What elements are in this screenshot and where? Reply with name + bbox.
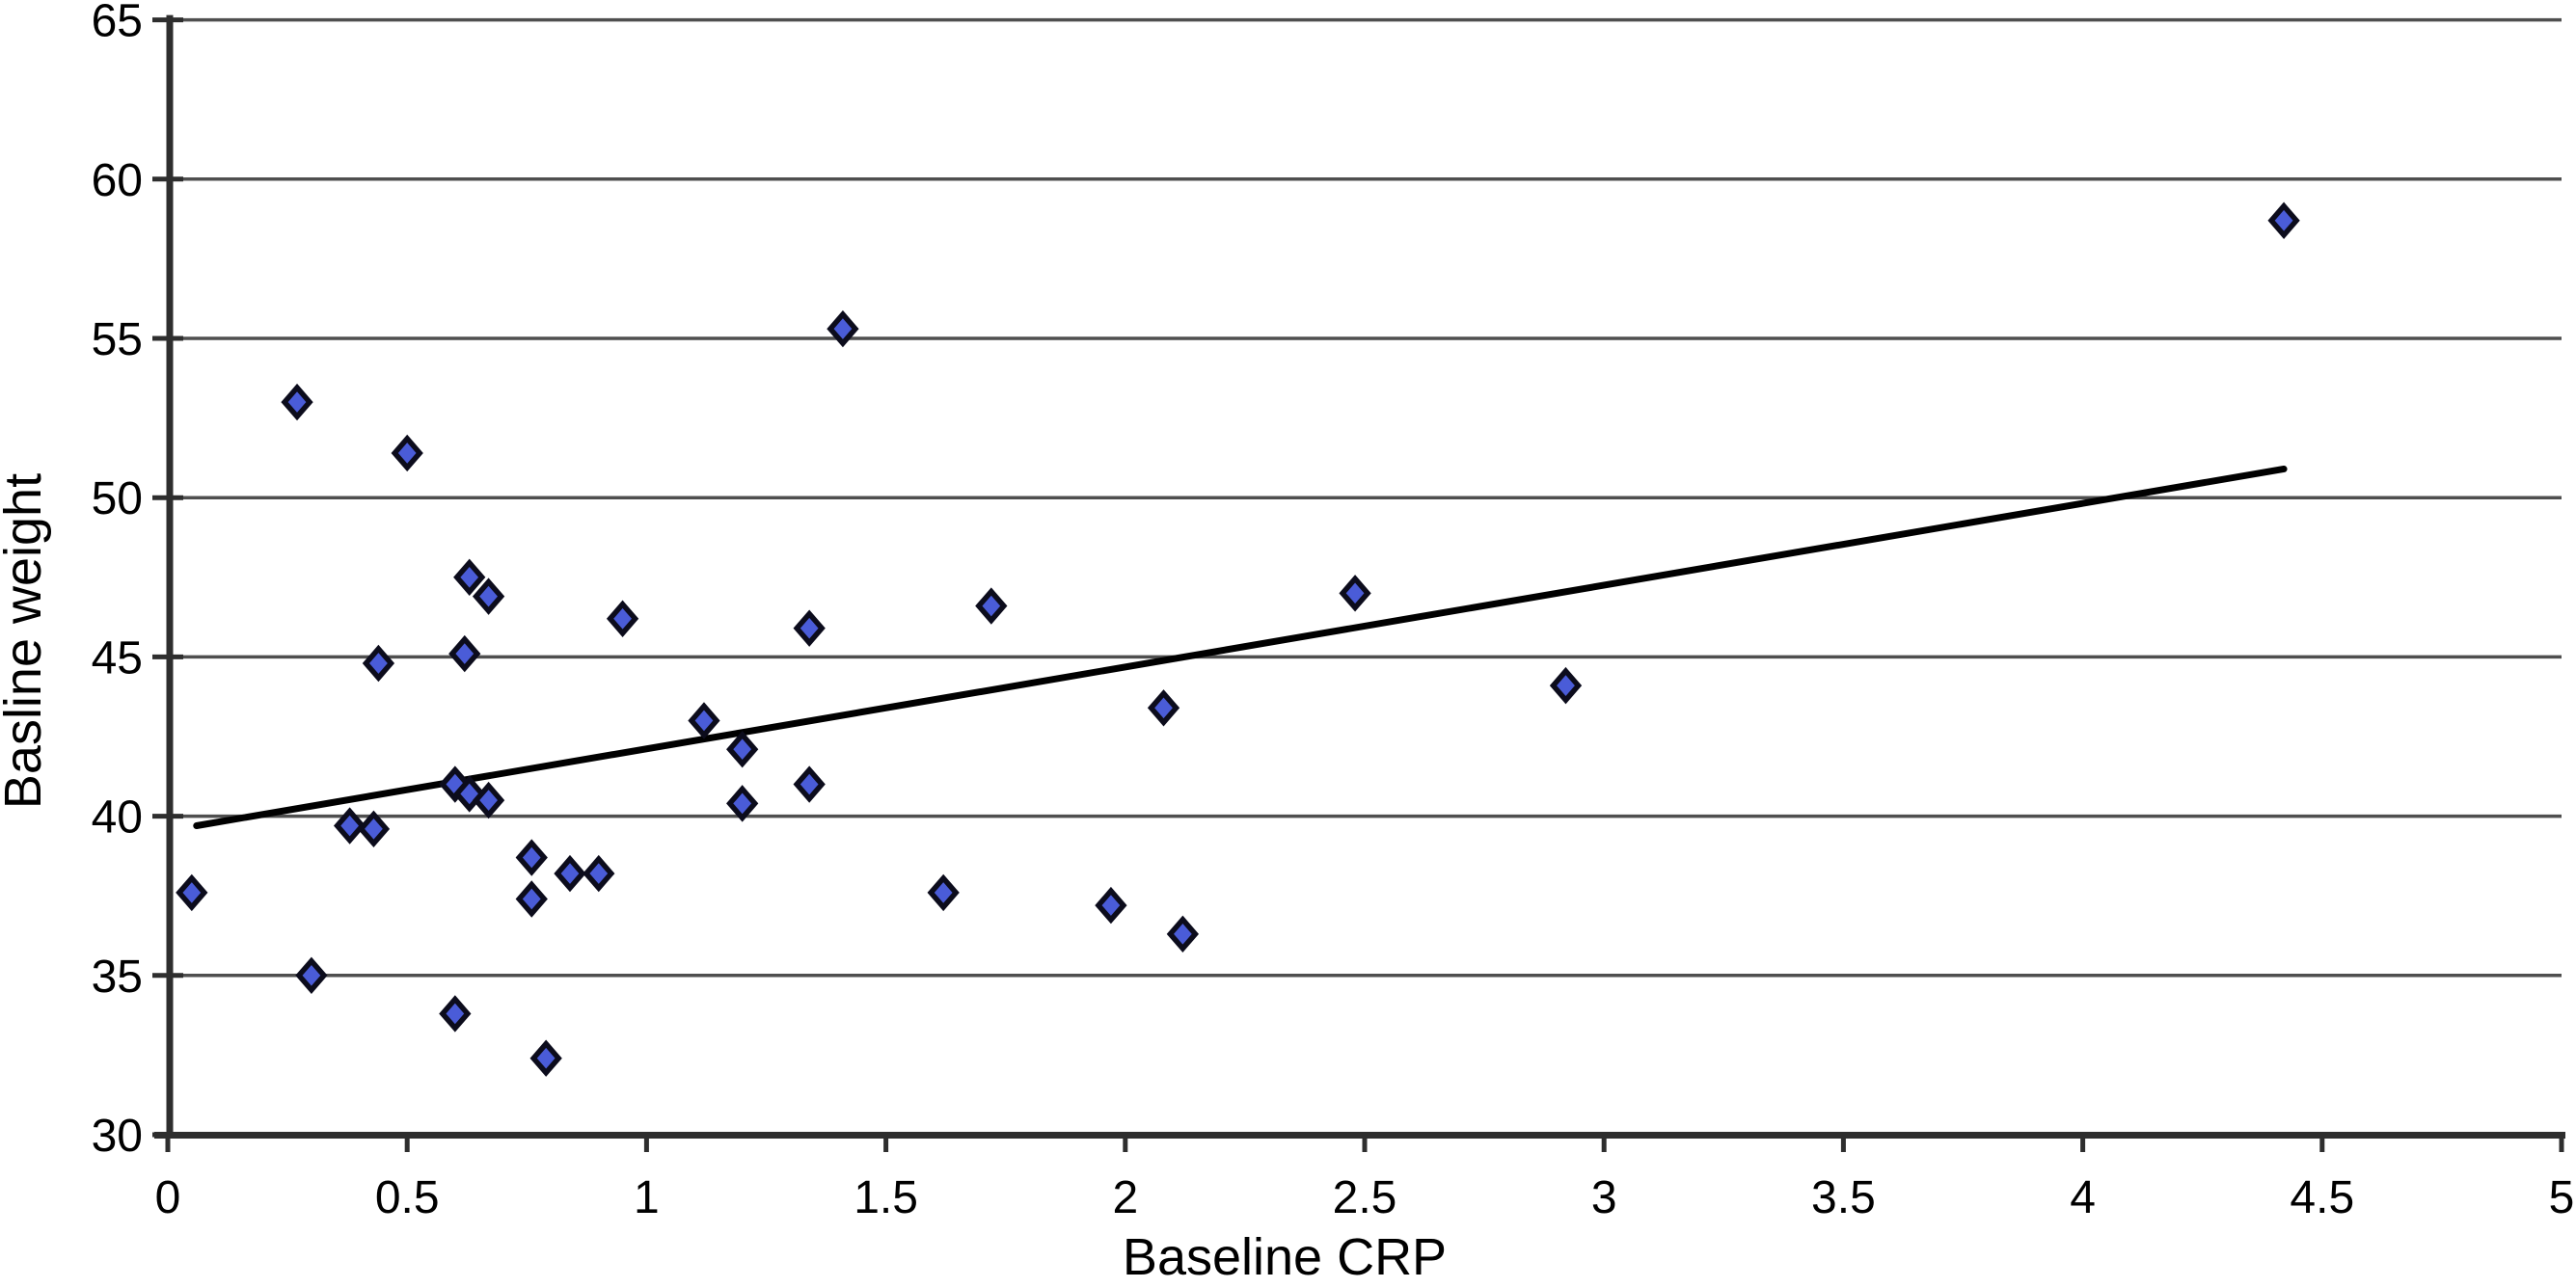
gridlines-group bbox=[168, 17, 2562, 978]
data-point-marker bbox=[554, 854, 586, 893]
data-point-marker bbox=[1166, 915, 1200, 953]
data-point-marker bbox=[975, 587, 1008, 625]
x-tick-label: 0 bbox=[155, 1172, 181, 1223]
x-tick-label: 4 bbox=[2070, 1172, 2096, 1223]
data-point-marker bbox=[362, 644, 395, 683]
data-point-marker bbox=[357, 810, 391, 848]
x-tick-label: 3 bbox=[1591, 1172, 1617, 1223]
x-tick-label: 5 bbox=[2549, 1172, 2575, 1223]
x-tick-label: 1.5 bbox=[854, 1172, 918, 1223]
data-point-marker bbox=[583, 854, 615, 893]
data-point-marker bbox=[529, 1039, 562, 1077]
x-tick-label: 3.5 bbox=[1811, 1172, 1876, 1223]
data-point-marker bbox=[515, 880, 548, 918]
x-tick-label: 2.5 bbox=[1333, 1172, 1397, 1223]
data-point-marker bbox=[176, 873, 208, 912]
data-point-marker bbox=[515, 839, 548, 876]
data-point-marker bbox=[472, 781, 505, 819]
y-tick-label: 35 bbox=[92, 952, 143, 1003]
data-point-marker bbox=[439, 995, 472, 1033]
data-point-marker bbox=[391, 434, 423, 472]
data-point-marker bbox=[1095, 886, 1127, 925]
data-point-marker bbox=[448, 634, 481, 673]
data-point-marker bbox=[927, 873, 960, 912]
x-tick-label: 1 bbox=[634, 1172, 660, 1223]
y-tick-label: 55 bbox=[92, 314, 143, 365]
data-point-marker bbox=[472, 577, 505, 615]
y-tick-label: 40 bbox=[92, 792, 143, 844]
data-points-group bbox=[176, 201, 2300, 1077]
data-point-marker bbox=[1549, 666, 1583, 705]
data-point-marker bbox=[333, 807, 366, 845]
data-point-marker bbox=[726, 731, 759, 768]
data-point-marker bbox=[606, 600, 639, 637]
y-tick-label: 60 bbox=[92, 155, 143, 206]
data-point-marker bbox=[827, 309, 859, 348]
data-point-marker bbox=[688, 702, 720, 739]
y-tick-label: 65 bbox=[92, 0, 143, 47]
data-point-marker bbox=[453, 558, 486, 596]
data-point-marker bbox=[281, 383, 313, 421]
data-point-marker bbox=[1339, 575, 1371, 612]
x-tick-label: 4.5 bbox=[2290, 1172, 2354, 1223]
y-tick-label: 50 bbox=[92, 473, 143, 524]
y-axis-title: Basline weight bbox=[0, 473, 52, 809]
y-tick-label: 30 bbox=[92, 1111, 143, 1162]
data-point-marker bbox=[2267, 201, 2300, 239]
data-point-marker bbox=[295, 956, 328, 994]
y-tick-label: 45 bbox=[92, 632, 143, 684]
data-point-marker bbox=[1147, 689, 1180, 727]
x-axis-title: Baseline CRP bbox=[1123, 1228, 1447, 1286]
trend-line bbox=[193, 465, 2288, 830]
tick-labels-group: 30 35 40 45 50 55 60 65 0 0.5 1 1.5 2 2.5 3 3.5 4 4.5 5 bbox=[92, 0, 2575, 1223]
axes-group bbox=[154, 14, 2565, 1139]
data-point-marker bbox=[793, 609, 826, 647]
data-point-marker bbox=[793, 765, 826, 803]
data-point-marker bbox=[726, 785, 759, 822]
x-tick-label: 2 bbox=[1112, 1172, 1138, 1223]
x-tick-label: 0.5 bbox=[375, 1172, 440, 1223]
ticks-group bbox=[152, 17, 2564, 1152]
